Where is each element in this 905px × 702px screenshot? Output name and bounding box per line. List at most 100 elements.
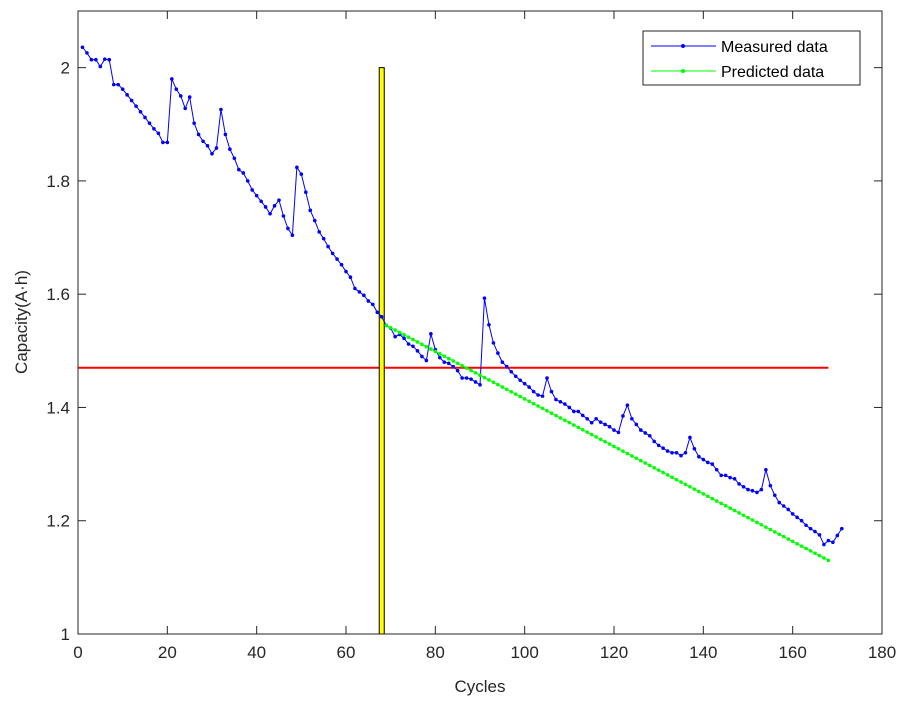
legend-label-predicted: Predicted data xyxy=(721,64,824,81)
measured-data-point xyxy=(732,477,737,481)
y-tick-label: 1 xyxy=(61,625,70,644)
measured-data-point xyxy=(714,467,719,472)
predicted-data-point xyxy=(607,442,612,446)
measured-data-point xyxy=(415,349,420,353)
plot-area xyxy=(78,11,882,634)
legend-box xyxy=(642,30,861,86)
measured-data-point xyxy=(438,355,442,360)
measured-data-point xyxy=(625,403,630,407)
predicted-data-point xyxy=(759,522,764,527)
measured-data-point xyxy=(107,57,112,62)
measured-data-point xyxy=(621,414,625,418)
x-tick-label: 20 xyxy=(158,643,177,662)
measured-data-point xyxy=(808,526,813,531)
measured-data-point xyxy=(491,341,496,345)
measured-data-point xyxy=(496,351,500,355)
predicted-data-point xyxy=(545,409,549,413)
measured-data-point xyxy=(429,332,433,336)
measured-data-point xyxy=(549,389,554,394)
measured-data-point xyxy=(424,358,429,363)
measured-data-point xyxy=(728,475,732,480)
measured-data-point xyxy=(379,315,384,319)
measured-data-point xyxy=(196,132,201,137)
measured-data-point xyxy=(295,165,299,170)
measured-data-point xyxy=(768,483,773,488)
predicted-data-point xyxy=(741,513,746,518)
predicted-data-point xyxy=(527,399,531,404)
measured-data-point xyxy=(335,257,339,261)
measured-data-point xyxy=(585,416,589,421)
predicted-data-point xyxy=(469,368,473,373)
measured-data-point xyxy=(652,439,656,444)
measured-data-point xyxy=(741,484,746,489)
x-tick-label: 120 xyxy=(600,643,628,662)
x-tick-label: 40 xyxy=(247,643,266,662)
measured-data-point xyxy=(245,179,250,183)
measured-data-point xyxy=(634,422,639,427)
predicted-data-point xyxy=(822,556,826,560)
predicted-data-point xyxy=(505,387,509,392)
predicted-data-point xyxy=(688,484,692,489)
x-axis-title: Cycles xyxy=(454,677,505,696)
predicted-data-point xyxy=(415,340,420,344)
measured-data-point xyxy=(321,236,326,241)
measured-data-point xyxy=(420,354,424,359)
measured-data-point xyxy=(205,143,210,148)
predicted-data-point xyxy=(804,546,808,551)
measured-data-point xyxy=(554,397,558,402)
measured-data-point xyxy=(661,446,665,451)
predicted-data-point xyxy=(728,506,732,510)
measured-data-point xyxy=(317,230,322,234)
x-tick-label: 180 xyxy=(868,643,896,662)
predicted-data-point xyxy=(424,344,429,349)
measured-data-point xyxy=(254,193,259,198)
measured-data-point xyxy=(281,214,286,218)
predicted-data-point xyxy=(433,349,438,354)
measured-data-point xyxy=(755,490,759,495)
predicted-data-point xyxy=(764,525,768,529)
measured-data-point xyxy=(706,460,710,465)
measured-data-point xyxy=(580,413,585,418)
measured-data-point xyxy=(536,393,540,397)
predicted-data-point xyxy=(549,411,554,415)
measured-data-point xyxy=(460,376,464,380)
measured-data-point xyxy=(719,473,723,478)
measured-data-point xyxy=(330,251,335,256)
measured-data-point xyxy=(411,344,415,349)
measured-data-point xyxy=(214,146,219,150)
predicted-data-point xyxy=(616,446,621,451)
predicted-data-point xyxy=(531,401,536,406)
predicted-data-point xyxy=(464,366,469,370)
measured-data-point xyxy=(813,529,817,534)
predicted-data-point xyxy=(706,494,710,499)
predicted-data-point xyxy=(817,553,822,558)
measured-data-point xyxy=(362,293,366,298)
measured-data-point xyxy=(473,380,478,384)
measured-data-point xyxy=(304,190,308,195)
measured-data-point xyxy=(665,449,670,453)
predicted-data-point xyxy=(500,385,505,389)
legend-marker-predicted xyxy=(681,69,685,73)
predicted-data-point xyxy=(634,456,639,461)
predicted-data-point xyxy=(446,356,451,361)
measured-data-point xyxy=(701,457,706,462)
predicted-data-point xyxy=(473,371,478,375)
x-tick-label: 60 xyxy=(337,643,356,662)
predicted-data-point xyxy=(737,511,741,515)
predicted-data-point xyxy=(790,539,795,544)
measured-data-point xyxy=(192,121,196,125)
measured-data-point xyxy=(241,171,246,175)
measured-data-point xyxy=(143,115,147,120)
predicted-data-point xyxy=(594,435,598,439)
measured-data-point xyxy=(505,364,509,369)
x-tick-label: 0 xyxy=(73,643,82,662)
measured-data-point xyxy=(639,428,643,432)
measured-data-point xyxy=(134,104,138,108)
predicted-data-point xyxy=(813,551,817,556)
measured-data-point xyxy=(170,77,174,81)
measured-data-point xyxy=(567,405,572,410)
predicted-data-point xyxy=(625,451,630,456)
measured-data-point xyxy=(679,453,683,458)
y-tick-label: 2 xyxy=(61,59,70,78)
measured-data-point xyxy=(509,369,514,374)
